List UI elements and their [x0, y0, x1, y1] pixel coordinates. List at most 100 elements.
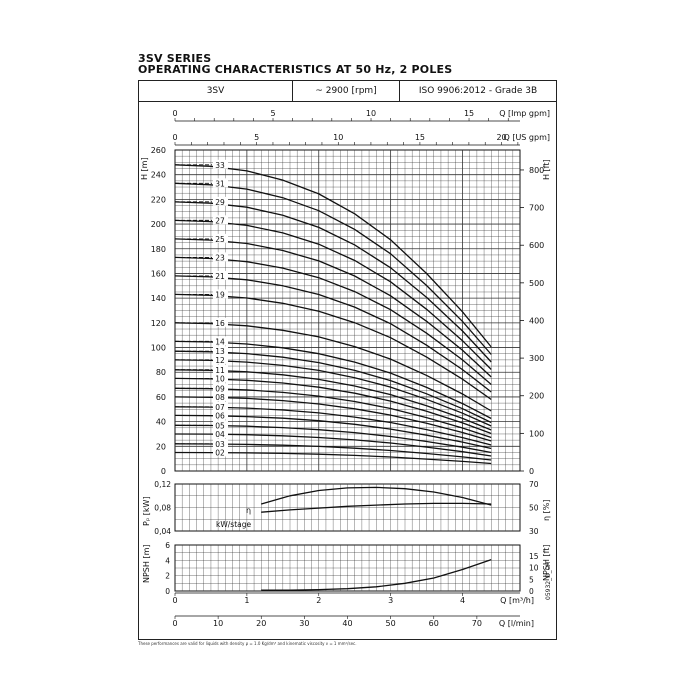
- curve-label-bg: [213, 336, 228, 346]
- top-axis-tick-label: 10: [366, 109, 376, 118]
- curve-label-bg: [213, 196, 228, 206]
- pump-curve-06: [174, 414, 492, 450]
- npsh-ft-tick-label: 0: [529, 587, 534, 596]
- bottom-axis-label: Q [l/min]: [499, 619, 534, 628]
- npsh-tick-label: 0: [165, 587, 170, 596]
- pump-curve-27: [174, 219, 492, 370]
- chart-title: OPERATING CHARACTERISTICS AT 50 Hz, 2 PO…: [138, 63, 453, 76]
- curve-label-08: 08: [215, 393, 225, 402]
- curve-label-bg: [213, 420, 228, 430]
- npsh-axis-label: NPSH [m]: [142, 545, 151, 583]
- top-axis-label: Q [US gpm]: [503, 133, 550, 142]
- curve-label-bg: [213, 346, 228, 356]
- y-right-tick-label: 200: [529, 392, 544, 401]
- curve-label-29: 29: [215, 198, 225, 207]
- pump-curve-21: [174, 275, 492, 393]
- top-axis-tick-label: 5: [270, 109, 275, 118]
- y-tick-label: 200: [151, 220, 166, 229]
- top-axis-tick-label: 10: [333, 133, 343, 142]
- y-tick-label: 100: [151, 344, 166, 353]
- curve-label-bg: [213, 364, 228, 374]
- pump-curve-09: [174, 387, 492, 439]
- top-axis-label: Q [Imp gpm]: [499, 109, 550, 118]
- y-right-tick-label: 0: [529, 467, 534, 476]
- npsh-ft-axis-label: NPSH [ft]: [542, 545, 551, 582]
- curve-label-16: 16: [215, 319, 225, 328]
- curve-label-13: 13: [215, 347, 225, 356]
- y-tick-label: 20: [156, 442, 166, 451]
- y-tick-label: 260: [151, 146, 166, 155]
- curve-label-14: 14: [215, 337, 225, 346]
- top-axis-tick-label: 0: [172, 109, 177, 118]
- pump-curve-05: [174, 424, 492, 454]
- curve-label-21: 21: [215, 272, 225, 281]
- curve-label-bg: [213, 215, 228, 225]
- y-tick-label: 120: [151, 319, 166, 328]
- y-tick-label: 80: [156, 368, 166, 377]
- npsh-tick-label: 6: [165, 541, 170, 550]
- y-right-tick-label: 400: [529, 316, 544, 325]
- curve-label-bg: [213, 447, 228, 457]
- bottom-axis-tick-label: 30: [299, 619, 309, 628]
- bottom-axis-tick-label: 70: [472, 619, 482, 628]
- pump-curve-03: [174, 443, 492, 461]
- curve-label-07: 07: [215, 403, 225, 412]
- pump-curve-23: [174, 256, 492, 385]
- bottom-axis-tick-label: 60: [429, 619, 439, 628]
- curve-label-03: 03: [215, 440, 225, 449]
- pump-curve-11: [174, 369, 492, 431]
- npsh-tick-label: 4: [165, 556, 170, 565]
- power-tick-label: 0,08: [154, 504, 171, 513]
- pump-curve-25: [174, 238, 492, 378]
- y-tick-label: 60: [156, 393, 166, 402]
- y-right-tick-label: 100: [529, 429, 544, 438]
- curve-label-bg: [213, 391, 228, 401]
- bottom-axis-tick-label: 10: [213, 619, 223, 628]
- pump-curve-19: [174, 293, 492, 401]
- bottom-axis-tick-label: 20: [256, 619, 266, 628]
- y-tick-label: 160: [151, 269, 166, 278]
- curve-label-09: 09: [215, 384, 225, 393]
- power-tick-label: 0,04: [154, 527, 171, 536]
- y-tick-label: 240: [151, 171, 166, 180]
- y-tick-label: 220: [151, 195, 166, 204]
- bottom-axis-tick-label: 4: [460, 596, 465, 605]
- top-axis-tick-label: 0: [172, 133, 177, 142]
- y-tick-label: 140: [151, 294, 166, 303]
- pump-curve-33: [174, 164, 492, 348]
- bottom-axis-tick-label: 0: [172, 596, 177, 605]
- curve-label-bg: [213, 401, 228, 411]
- bottom-axis-tick-label: 40: [342, 619, 352, 628]
- curve-label-31: 31: [215, 179, 225, 188]
- pump-curve-08: [174, 396, 492, 442]
- pump-curve-02: [174, 451, 492, 465]
- pump-curve-31: [174, 182, 492, 355]
- eff-axis-label: η [%]: [542, 500, 551, 521]
- power-curve-label: kW/stage: [216, 520, 251, 529]
- curve-label-bg: [213, 428, 228, 438]
- power-tick-label: 0,12: [154, 480, 171, 489]
- npsh-ft-tick-label: 15: [529, 552, 539, 561]
- pump-curve-16: [174, 322, 492, 412]
- bottom-axis-tick-label: 50: [386, 619, 396, 628]
- curve-label-bg: [213, 159, 228, 169]
- y-right-axis-label: H [ft]: [542, 159, 551, 180]
- npsh-ft-tick-label: 5: [529, 575, 534, 584]
- eff-tick-label: 70: [529, 480, 539, 489]
- y-tick-label: 40: [156, 418, 166, 427]
- curve-label-02: 02: [215, 448, 225, 457]
- npsh-tick-label: 2: [165, 572, 170, 581]
- curve-label-23: 23: [215, 253, 225, 262]
- curve-label-bg: [213, 373, 228, 383]
- eff-tick-label: 50: [529, 504, 539, 513]
- top-axis-tick-label: 15: [415, 133, 425, 142]
- top-axis-tick-label: 5: [254, 133, 259, 142]
- curve-label-bg: [213, 289, 228, 299]
- top-axis-tick-label: 15: [464, 109, 474, 118]
- curve-label-bg: [213, 438, 228, 448]
- curve-label-06: 06: [215, 411, 225, 420]
- efficiency-curve-label: η: [246, 506, 251, 515]
- curve-label-bg: [213, 270, 228, 280]
- y-axis-label: H [m]: [140, 157, 149, 180]
- npsh-curve: [261, 558, 492, 591]
